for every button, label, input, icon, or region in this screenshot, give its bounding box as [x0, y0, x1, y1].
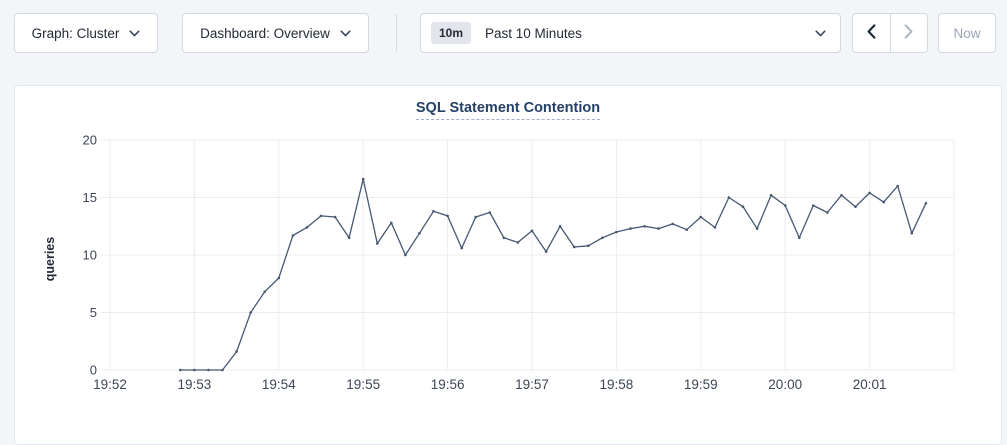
chart-point: [643, 225, 646, 228]
chart-point: [207, 368, 210, 372]
chart-point: [868, 191, 871, 195]
chart-point: [460, 246, 464, 250]
chart-point: [572, 245, 576, 249]
chart-point: [615, 230, 618, 234]
chart-point: [727, 196, 731, 199]
chevron-down-icon: [815, 29, 826, 37]
chevron-left-icon: [867, 24, 876, 42]
chart-point: [854, 205, 857, 208]
chart-point: [924, 202, 928, 205]
chart-point: [910, 231, 914, 235]
chart-point: [179, 368, 182, 372]
x-tick-label: 19:52: [93, 377, 127, 392]
time-range-badge: 10m: [431, 22, 472, 44]
x-tick-label: 19:58: [600, 377, 634, 392]
toolbar: Graph: Cluster Dashboard: Overview 10m P…: [14, 13, 996, 53]
x-tick-label: 19:55: [346, 377, 380, 392]
chart-point: [319, 214, 323, 218]
chart-point: [376, 242, 379, 245]
chart-card: SQL Statement Contention 0 5 10 15 20 19:52 19…: [14, 85, 1002, 445]
sql-statement-contention-chart: 0 5 10 15 20 19:52 19:53 19:54 19:55 19:56 19:57 19…: [43, 133, 955, 392]
x-tick-label: 20:00: [768, 377, 802, 392]
chart-point: [826, 211, 829, 214]
chart-point: [713, 226, 717, 229]
chart-point: [769, 193, 773, 197]
chart-point: [544, 250, 548, 253]
dashboard-dropdown[interactable]: Dashboard: Overview: [182, 13, 369, 53]
chevron-right-icon: [904, 24, 913, 42]
x-tick-label: 19:54: [262, 377, 296, 392]
chart-point: [277, 276, 281, 280]
x-tick-label: 19:56: [431, 377, 465, 392]
time-range-label: Past 10 Minutes: [485, 25, 582, 41]
chart-point: [558, 225, 562, 228]
chart-point: [812, 204, 815, 207]
chart-point: [601, 236, 604, 240]
chart-point: [235, 350, 238, 353]
graph-dropdown[interactable]: Graph: Cluster: [14, 13, 158, 53]
chart-point: [446, 214, 449, 218]
next-timeframe-button[interactable]: [889, 14, 928, 52]
y-tick-label: 15: [83, 190, 97, 205]
chart-point: [798, 236, 801, 240]
chart-point: [502, 236, 506, 240]
x-tick-label: 19:57: [515, 377, 549, 392]
chart-point: [699, 215, 703, 219]
chart-point: [432, 210, 435, 213]
chart-point: [418, 231, 421, 235]
chart-point: [516, 241, 520, 244]
chart-point: [333, 215, 337, 219]
chevron-down-icon: [129, 29, 140, 37]
chart-point: [193, 368, 196, 372]
now-button[interactable]: Now: [938, 13, 996, 53]
chart-point: [671, 222, 674, 226]
x-tick-label: 19:59: [684, 377, 718, 392]
x-tick-label: 19:53: [178, 377, 212, 392]
chart-point: [685, 228, 688, 231]
dashboard-dropdown-label: Dashboard: Overview: [200, 25, 330, 41]
chart-point: [840, 193, 843, 197]
chart-title-row: SQL Statement Contention: [15, 86, 1001, 123]
chart-point: [741, 205, 745, 208]
chart-point: [305, 226, 309, 229]
chart-point: [221, 368, 224, 372]
chart-line: [179, 178, 927, 371]
chart-point: [361, 177, 365, 181]
chart-point: [629, 227, 632, 230]
chart-point: [249, 311, 252, 314]
toolbar-divider: [396, 14, 397, 52]
time-range-dropdown[interactable]: 10m Past 10 Minutes: [420, 13, 841, 53]
chart-title[interactable]: SQL Statement Contention: [415, 100, 601, 120]
chart-point: [783, 204, 787, 207]
y-tick-label: 10: [83, 248, 97, 263]
chart-point: [404, 253, 407, 257]
chart-point: [755, 227, 759, 230]
chart-point: [347, 236, 351, 240]
chart-point: [882, 200, 885, 204]
y-tick-label: 0: [90, 363, 97, 378]
y-tick-label: 5: [90, 305, 97, 320]
chart-point: [291, 234, 295, 237]
chart-point: [896, 184, 899, 188]
chevron-down-icon: [340, 29, 351, 37]
y-tick-label: 20: [83, 133, 97, 148]
chart-point: [587, 244, 590, 248]
chart-point: [263, 290, 266, 294]
x-tick-label: 20:01: [853, 377, 887, 392]
chart-point: [474, 215, 478, 219]
chart-point: [657, 227, 660, 230]
y-axis-label: queries: [43, 237, 57, 282]
previous-timeframe-button[interactable]: [853, 14, 890, 52]
graph-dropdown-label: Graph: Cluster: [31, 25, 120, 41]
chart-point: [530, 229, 534, 233]
chart-point: [488, 211, 492, 214]
chart-point: [390, 221, 393, 225]
time-step-buttons: [852, 13, 928, 53]
